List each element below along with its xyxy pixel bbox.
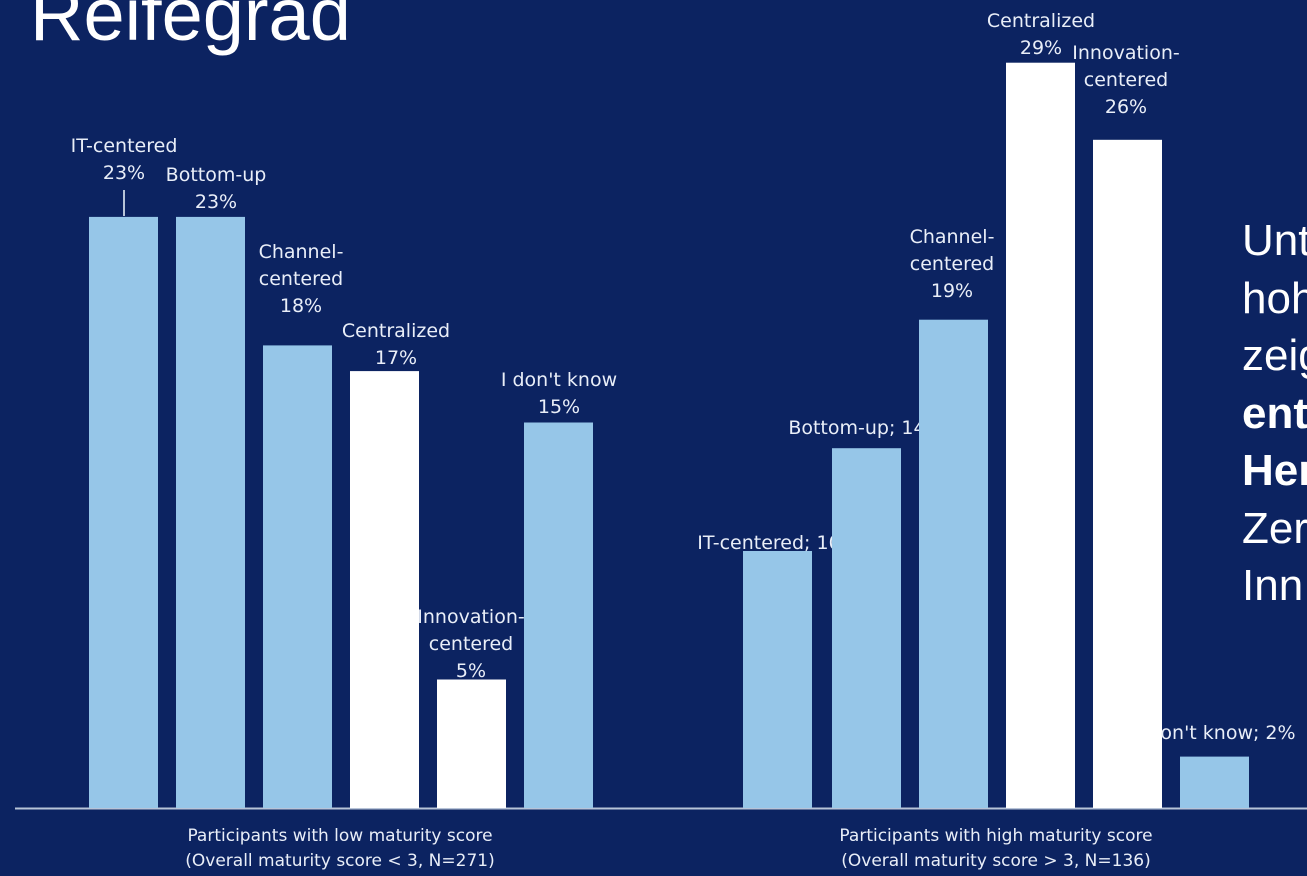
side-text-line-7: Inn	[1242, 561, 1304, 610]
bar-low-channel-centered	[263, 345, 332, 808]
data-label-low-4-2: 5%	[456, 660, 486, 682]
bar-high-bottom-up	[832, 448, 901, 808]
data-label-high-4-2: 26%	[1105, 96, 1147, 118]
data-label-low-1-0: Bottom-up	[166, 164, 267, 186]
bar-low-bottom-up	[176, 216, 245, 808]
data-label-low-2-0: Channel-	[259, 241, 344, 263]
side-text-line-4: ent	[1242, 388, 1307, 438]
data-label-high-2-0: Channel-	[910, 226, 995, 248]
data-label-high-0-0: IT-centered; 10%	[697, 532, 858, 554]
bar-high-innovation-centered	[1093, 139, 1162, 809]
side-text-line-5: Her	[1242, 446, 1307, 495]
data-label-low-3-0: Centralized	[342, 320, 450, 342]
data-label-high-4-0: Innovation-	[1072, 42, 1179, 64]
data-label-high-1-0: Bottom-up; 14%	[788, 417, 943, 439]
data-label-low-4-0: Innovation-	[417, 606, 524, 628]
data-label-high-4-1: centered	[1084, 69, 1168, 91]
side-text-line-1: Unt	[1242, 216, 1307, 265]
group-caption-high-line1: Participants with high maturity score	[839, 826, 1153, 846]
bar-low-centralized	[350, 371, 419, 808]
bar-low-it-centered	[89, 216, 158, 808]
data-label-low-0-1: 23%	[103, 162, 145, 184]
side-text: Unt hoh zeig ent Her Zer Inn	[1242, 212, 1307, 615]
group-caption-low-line1: Participants with low maturity score	[187, 826, 493, 846]
data-label-low-2-2: 18%	[280, 295, 322, 317]
side-text-line-3: zeig	[1242, 331, 1307, 380]
data-label-low-2-1: centered	[259, 268, 343, 290]
bar-low-i-don-t-know	[524, 422, 593, 808]
bar-high-channel-centered	[919, 319, 988, 808]
data-label-low-4-1: centered	[429, 633, 513, 655]
data-label-low-5-0: I don't know	[501, 369, 617, 391]
data-label-low-5-1: 15%	[538, 396, 580, 418]
data-label-low-1-1: 23%	[195, 191, 237, 213]
group-caption-low-line2: (Overall maturity score < 3, N=271)	[185, 851, 495, 871]
data-label-high-2-2: 19%	[931, 280, 973, 302]
bar-high-it-centered	[743, 551, 812, 808]
data-label-low-0-0: IT-centered	[71, 135, 178, 157]
group-caption-high-line2: (Overall maturity score > 3, N=136)	[841, 851, 1151, 871]
slide-title: Reifegrad	[30, 0, 351, 56]
bar-high-i-don-t-know	[1180, 756, 1249, 808]
group-caption-low: Participants with low maturity score (Ov…	[140, 824, 540, 874]
data-label-high-3-1: 29%	[1020, 37, 1062, 59]
data-label-high-3-0: Centralized	[987, 10, 1095, 32]
data-label-low-3-1: 17%	[375, 347, 417, 369]
bar-low-innovation-centered	[437, 679, 506, 808]
side-text-line-6: Zer	[1242, 503, 1307, 553]
data-label-high-2-1: centered	[910, 253, 994, 275]
data-label-high-5-0: on't know; 2%	[1160, 722, 1295, 744]
side-text-line-2: hoh	[1242, 273, 1307, 323]
group-caption-high: Participants with high maturity score (O…	[796, 824, 1196, 874]
bar-high-centralized	[1006, 62, 1075, 808]
